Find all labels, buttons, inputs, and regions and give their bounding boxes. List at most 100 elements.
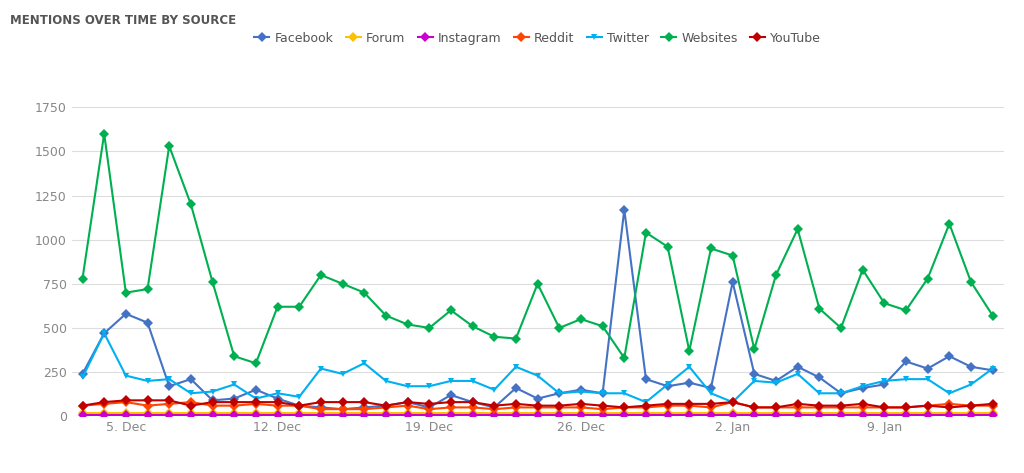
YouTube: [380, 403, 392, 409]
Forum: [770, 410, 782, 416]
Forum: [314, 410, 327, 416]
Facebook: [705, 385, 717, 391]
Websites: [965, 279, 977, 285]
Facebook: [574, 387, 587, 393]
YouTube: [574, 401, 587, 407]
Reddit: [749, 404, 761, 410]
Instagram: [879, 412, 891, 418]
Facebook: [77, 371, 89, 377]
YouTube: [141, 397, 154, 403]
Instagram: [163, 412, 175, 418]
Facebook: [856, 385, 868, 391]
Twitter: [510, 364, 522, 369]
Instagram: [271, 412, 284, 418]
Instagram: [726, 412, 738, 418]
Forum: [965, 410, 977, 416]
Text: MENTIONS OVER TIME BY SOURCE: MENTIONS OVER TIME BY SOURCE: [10, 14, 237, 27]
Facebook: [444, 392, 457, 398]
Reddit: [531, 404, 544, 410]
Reddit: [163, 401, 175, 407]
Websites: [467, 324, 479, 329]
Forum: [401, 410, 414, 416]
Websites: [986, 313, 998, 318]
Websites: [488, 334, 501, 340]
Instagram: [510, 412, 522, 418]
Websites: [856, 267, 868, 272]
Twitter: [770, 380, 782, 385]
Forum: [596, 410, 608, 416]
Reddit: [271, 403, 284, 409]
Twitter: [337, 371, 349, 377]
Websites: [228, 353, 241, 359]
Forum: [271, 410, 284, 416]
Instagram: [380, 412, 392, 418]
Twitter: [423, 384, 435, 389]
Forum: [163, 410, 175, 416]
Instagram: [184, 412, 197, 418]
Twitter: [965, 382, 977, 387]
Websites: [423, 325, 435, 331]
Instagram: [141, 412, 154, 418]
Reddit: [488, 406, 501, 412]
YouTube: [423, 401, 435, 407]
Forum: [380, 410, 392, 416]
Twitter: [986, 366, 998, 371]
YouTube: [792, 401, 804, 407]
Websites: [120, 290, 132, 296]
Websites: [207, 279, 219, 285]
Twitter: [250, 396, 262, 402]
Reddit: [965, 403, 977, 409]
Forum: [531, 410, 544, 416]
Reddit: [250, 401, 262, 407]
Forum: [293, 410, 305, 416]
Facebook: [120, 311, 132, 316]
YouTube: [98, 399, 111, 405]
Twitter: [553, 390, 565, 396]
Twitter: [163, 377, 175, 382]
YouTube: [228, 399, 241, 405]
Instagram: [792, 412, 804, 418]
Websites: [726, 253, 738, 258]
YouTube: [207, 399, 219, 405]
Twitter: [98, 331, 111, 336]
Instagram: [900, 412, 912, 418]
Twitter: [662, 382, 674, 387]
Instagram: [293, 412, 305, 418]
Twitter: [184, 390, 197, 396]
Forum: [553, 410, 565, 416]
YouTube: [337, 399, 349, 405]
Forum: [813, 410, 825, 416]
Instagram: [618, 412, 631, 418]
Reddit: [380, 404, 392, 410]
Forum: [922, 410, 934, 416]
Reddit: [207, 403, 219, 409]
Facebook: [596, 390, 608, 396]
Forum: [986, 410, 998, 416]
Websites: [662, 244, 674, 250]
Instagram: [986, 412, 998, 418]
Websites: [618, 355, 631, 361]
Websites: [835, 325, 847, 331]
Forum: [358, 410, 371, 416]
Instagram: [401, 412, 414, 418]
Reddit: [856, 404, 868, 410]
Websites: [401, 322, 414, 327]
Facebook: [726, 279, 738, 285]
Reddit: [314, 406, 327, 412]
Instagram: [228, 412, 241, 418]
Twitter: [293, 394, 305, 400]
Websites: [358, 290, 371, 296]
Reddit: [337, 406, 349, 412]
YouTube: [271, 399, 284, 405]
Websites: [879, 300, 891, 306]
Facebook: [141, 320, 154, 325]
Forum: [488, 410, 501, 416]
YouTube: [683, 401, 695, 407]
Instagram: [662, 412, 674, 418]
YouTube: [943, 404, 955, 410]
Instagram: [444, 412, 457, 418]
Reddit: [77, 403, 89, 409]
Instagram: [553, 412, 565, 418]
Reddit: [228, 403, 241, 409]
YouTube: [293, 403, 305, 409]
